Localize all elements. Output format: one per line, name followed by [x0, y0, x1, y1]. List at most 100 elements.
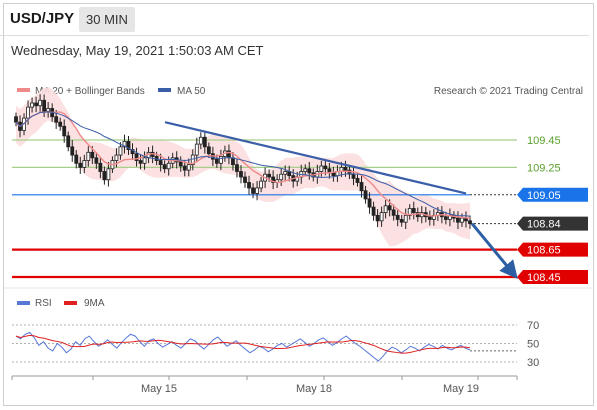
- candle-body: [427, 216, 432, 220]
- candle-body: [403, 214, 408, 223]
- candle-body: [74, 154, 79, 164]
- forecast-arrow: [470, 222, 518, 279]
- candle-body: [78, 162, 83, 168]
- candle-body: [186, 164, 191, 171]
- candle-body: [42, 99, 47, 112]
- candle-body: [231, 157, 235, 166]
- candle-body: [468, 220, 472, 224]
- candle-body: [58, 121, 63, 127]
- x-axis-ticks: May 15 May 18 May 19: [11, 376, 518, 395]
- candle-body: [182, 165, 187, 171]
- candle-body: [331, 172, 336, 177]
- candle-body: [66, 135, 71, 148]
- candle-body: [166, 162, 171, 170]
- rsi-legend-label: RSI: [35, 298, 52, 309]
- instrument-label: USD/JPY: [10, 10, 75, 27]
- candle-body: [38, 99, 43, 107]
- candle-body: [379, 212, 384, 222]
- candle-body: [34, 102, 38, 107]
- candle-body: [375, 214, 380, 222]
- level-tag-current: [517, 216, 588, 231]
- candle-body: [239, 171, 243, 178]
- candle-body: [70, 146, 75, 156]
- candle-body: [46, 108, 51, 112]
- candle-body: [407, 208, 412, 216]
- level-label-support: 108.65: [527, 245, 561, 257]
- candle-body: [82, 160, 87, 168]
- candle-body: [267, 173, 272, 178]
- candle-body: [279, 173, 284, 181]
- candle-body: [247, 182, 251, 189]
- level-tag-support: [517, 270, 588, 284]
- candle-body: [86, 151, 91, 161]
- candle-body: [363, 190, 368, 200]
- candle-body: [198, 136, 203, 145]
- candle-body: [283, 171, 288, 175]
- candle-body: [162, 164, 167, 170]
- x-tick-label: May 15: [141, 383, 177, 395]
- candle-body: [371, 206, 376, 216]
- candle-body: [235, 164, 239, 172]
- candle-body: [399, 219, 404, 223]
- ma50-line: [15, 111, 471, 217]
- candle-body: [214, 158, 219, 164]
- level-tag-pivot: [517, 187, 588, 202]
- candle-body: [54, 116, 59, 123]
- candle-body: [323, 165, 328, 170]
- candle-body: [130, 149, 135, 155]
- candle-body: [355, 177, 360, 183]
- header-divider: [0, 35, 589, 36]
- level-label-resistance: 109.25: [527, 162, 561, 174]
- ma20-legend-swatch: [17, 88, 30, 92]
- level-tag-support: [517, 242, 588, 257]
- candle-body: [343, 166, 348, 171]
- candle-body: [255, 187, 259, 194]
- candle-body: [30, 102, 34, 108]
- candle-body: [62, 125, 67, 137]
- candle-body: [202, 136, 207, 148]
- candle-body: [391, 209, 396, 216]
- rsi-level-label: 70: [527, 320, 539, 332]
- candle-body: [243, 176, 247, 183]
- candle-body: [219, 156, 223, 164]
- candle-body: [259, 180, 263, 189]
- level-label-current: 108.84: [527, 219, 561, 231]
- ma50-legend-label: MA 50: [177, 86, 206, 97]
- candle-body: [307, 168, 312, 174]
- bollinger-band-fill: [16, 86, 470, 247]
- ma20-legend-label: MA 20 + Bollinger Bands: [35, 86, 145, 97]
- candle-body: [118, 146, 123, 156]
- bollinger-bands: [16, 86, 470, 247]
- rsi-level-label: 30: [527, 357, 539, 369]
- timeframe-badge[interactable]: 30 MIN: [79, 7, 135, 32]
- level-label-support: 108.45: [527, 272, 561, 284]
- rsi-level-label: 50: [527, 339, 539, 351]
- candle-body: [359, 182, 364, 192]
- candle-body: [98, 162, 103, 172]
- candle-body: [194, 143, 199, 156]
- candle-body: [460, 217, 464, 223]
- ma9-legend-swatch: [64, 301, 77, 305]
- candle-body: [411, 208, 416, 214]
- candle-body: [106, 168, 111, 181]
- candle-body: [26, 106, 30, 119]
- candle-body: [395, 214, 400, 220]
- rsi-line: [15, 331, 471, 362]
- candle-body: [303, 168, 308, 172]
- rsi-legend-swatch: [17, 301, 30, 305]
- price-levels: [12, 139, 517, 279]
- x-tick-label: May 18: [296, 383, 332, 395]
- candle-body: [138, 160, 143, 164]
- candle-body: [90, 151, 95, 159]
- candle-body: [319, 165, 324, 172]
- candle-body: [14, 116, 18, 123]
- x-tick-label: May 19: [443, 383, 479, 395]
- candle-body: [456, 217, 460, 223]
- candle-body: [367, 198, 372, 208]
- moving-averages: [15, 111, 471, 219]
- level-label-pivot: 109.05: [527, 190, 561, 202]
- candle-body: [271, 176, 276, 183]
- candle-body: [102, 171, 107, 181]
- candle-body: [206, 146, 211, 155]
